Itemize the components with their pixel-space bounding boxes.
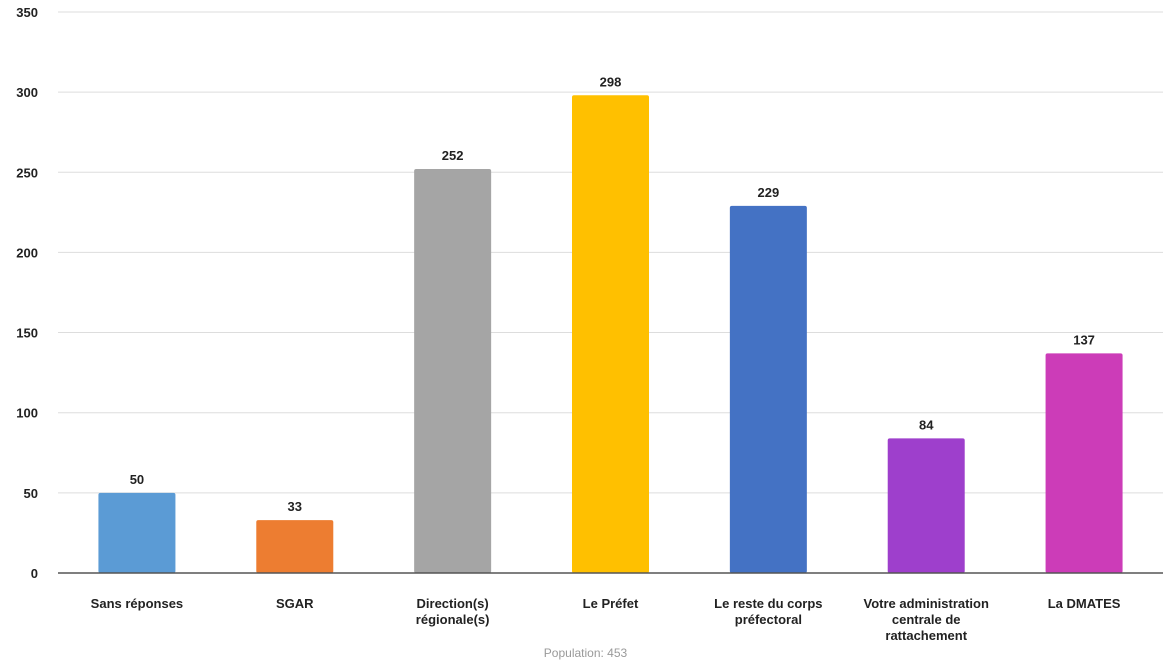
- bar: [729, 205, 807, 573]
- x-category-label: Direction(s) régionale(s): [416, 596, 490, 627]
- y-tick-label: 300: [16, 85, 38, 100]
- x-category-label: La DMATES: [1048, 596, 1121, 611]
- bar: [414, 169, 492, 573]
- bar: [887, 438, 965, 573]
- x-category-label: Le reste du corps préfectoral: [714, 596, 822, 627]
- bar: [572, 95, 649, 573]
- y-tick-label: 100: [16, 406, 38, 421]
- bar: [98, 492, 176, 573]
- y-tick-label: 200: [16, 245, 38, 260]
- x-category-label: SGAR: [276, 596, 314, 611]
- bar-value-label: 229: [758, 185, 780, 200]
- bar-value-label: 137: [1073, 332, 1095, 347]
- y-tick-label: 0: [31, 566, 38, 581]
- x-category-label: Le Préfet: [583, 596, 639, 611]
- bar-value-label: 252: [442, 148, 464, 163]
- population-footnote: Population: 453: [543, 646, 628, 660]
- bar: [1045, 353, 1123, 573]
- bar: [256, 520, 334, 573]
- bar-value-label: 33: [288, 499, 302, 514]
- y-tick-label: 150: [16, 326, 38, 341]
- y-tick-label: 350: [16, 5, 38, 20]
- y-tick-label: 250: [16, 165, 38, 180]
- y-tick-label: 50: [24, 486, 38, 501]
- bar-value-label: 50: [130, 472, 144, 487]
- bar-value-label: 84: [919, 417, 934, 432]
- x-category-label: Sans réponses: [91, 596, 184, 611]
- bar-value-label: 298: [600, 74, 622, 89]
- x-category-label: Votre administration centrale de rattachem…: [863, 596, 989, 643]
